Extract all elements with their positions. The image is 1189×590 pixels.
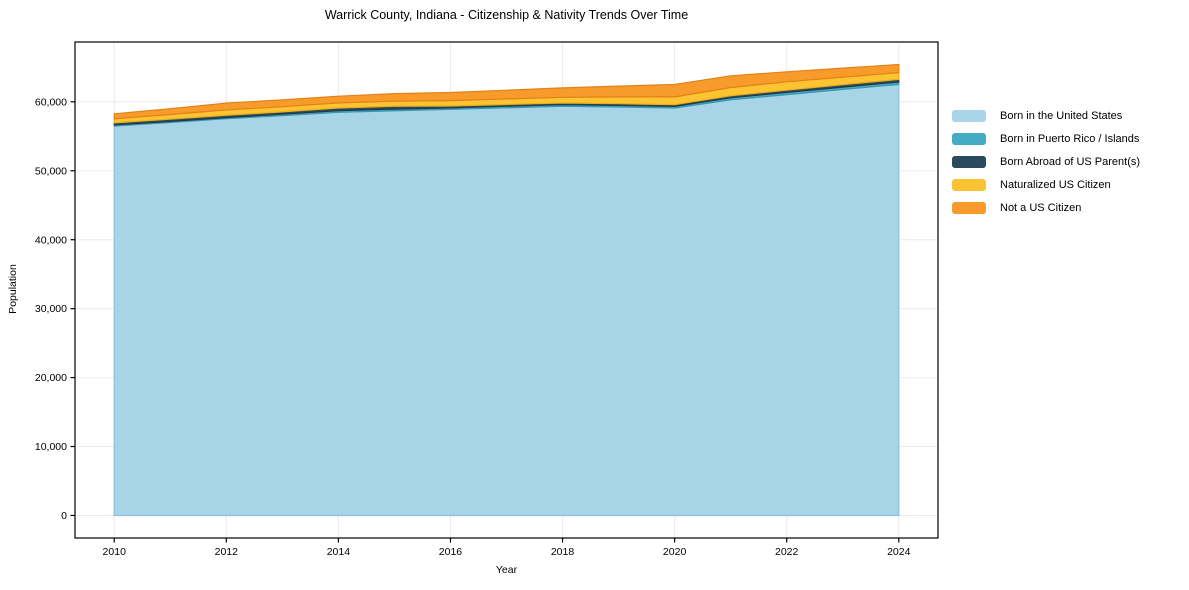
legend-swatch-born-us (952, 109, 986, 122)
legend-swatch-born-abroad (952, 155, 986, 168)
legend-item-naturalized: Naturalized US Citizen (952, 173, 1140, 196)
svg-text:40,000: 40,000 (35, 234, 67, 246)
legend-item-born-us: Born in the United States (952, 104, 1140, 127)
svg-text:2016: 2016 (439, 546, 463, 558)
svg-text:60,000: 60,000 (35, 96, 67, 108)
svg-text:50,000: 50,000 (35, 165, 67, 177)
legend-item-puerto-rico: Born in Puerto Rico / Islands (952, 127, 1140, 150)
svg-text:20,000: 20,000 (35, 372, 67, 384)
svg-text:2018: 2018 (551, 546, 575, 558)
legend-swatch-puerto-rico (952, 132, 986, 145)
legend-item-born-abroad: Born Abroad of US Parent(s) (952, 150, 1140, 173)
y-axis-label: Population (7, 264, 19, 314)
legend-label-naturalized: Naturalized US Citizen (1000, 178, 1111, 191)
legend-swatch-not-citizen (952, 201, 986, 214)
legend-label-born-abroad: Born Abroad of US Parent(s) (1000, 155, 1141, 168)
svg-text:2022: 2022 (775, 546, 799, 558)
svg-text:0: 0 (61, 510, 67, 522)
svg-text:2010: 2010 (103, 546, 127, 558)
legend-item-not-citizen: Not a US Citizen (952, 196, 1140, 219)
svg-text:2024: 2024 (887, 546, 911, 558)
legend: Born in the United States Born in Puerto… (952, 104, 1140, 219)
x-axis-label: Year (495, 564, 518, 576)
legend-label-not-citizen: Not a US Citizen (1000, 201, 1082, 214)
svg-text:30,000: 30,000 (35, 303, 67, 315)
legend-label-puerto-rico: Born in Puerto Rico / Islands (1000, 132, 1140, 145)
legend-label-born-us: Born in the United States (1000, 109, 1123, 122)
svg-text:2012: 2012 (215, 546, 239, 558)
svg-text:2020: 2020 (663, 546, 687, 558)
chart-title: Warrick County, Indiana - Citizenship & … (324, 8, 689, 22)
svg-text:10,000: 10,000 (35, 441, 67, 453)
svg-text:2014: 2014 (327, 546, 351, 558)
legend-swatch-naturalized (952, 178, 986, 191)
